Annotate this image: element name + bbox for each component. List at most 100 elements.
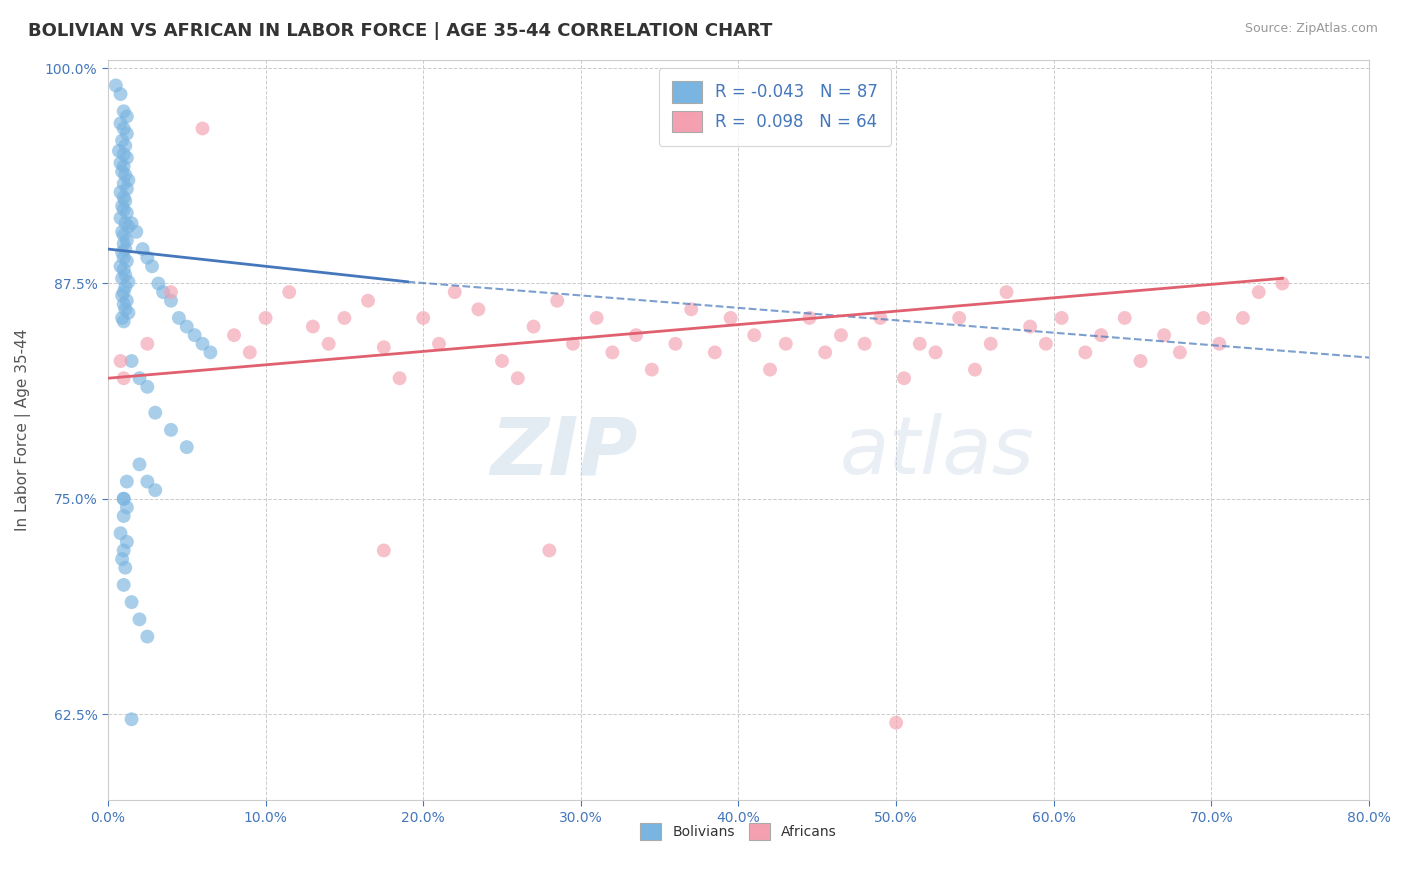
Point	[111, 552, 134, 566]
Point	[222, 328, 245, 343]
Point	[602, 345, 624, 359]
Point	[1247, 285, 1270, 299]
Point	[111, 288, 134, 302]
Point	[1168, 345, 1191, 359]
Point	[160, 285, 183, 299]
Point	[112, 314, 135, 328]
Point	[111, 271, 134, 285]
Point	[412, 310, 434, 325]
Point	[117, 173, 139, 187]
Text: BOLIVIAN VS AFRICAN IN LABOR FORCE | AGE 35-44 CORRELATION CHART: BOLIVIAN VS AFRICAN IN LABOR FORCE | AGE…	[28, 22, 772, 40]
Point	[143, 483, 166, 498]
Point	[112, 190, 135, 204]
Point	[112, 371, 135, 385]
Point	[108, 144, 131, 158]
Point	[254, 310, 277, 325]
Point	[121, 712, 143, 726]
Point	[427, 336, 450, 351]
Point	[112, 147, 135, 161]
Point	[112, 228, 135, 243]
Point	[703, 345, 725, 359]
Point	[115, 293, 138, 308]
Point	[893, 371, 915, 385]
Point	[373, 340, 395, 354]
Point	[814, 345, 837, 359]
Point	[110, 87, 132, 101]
Point	[115, 500, 138, 515]
Point	[128, 612, 150, 626]
Point	[869, 310, 891, 325]
Point	[112, 578, 135, 592]
Point	[114, 280, 136, 294]
Point	[115, 234, 138, 248]
Point	[759, 362, 782, 376]
Point	[128, 371, 150, 385]
Point	[191, 336, 214, 351]
Point	[152, 285, 174, 299]
Point	[963, 362, 986, 376]
Point	[111, 310, 134, 325]
Point	[115, 151, 138, 165]
Point	[924, 345, 946, 359]
Point	[128, 458, 150, 472]
Point	[136, 475, 159, 489]
Point	[112, 491, 135, 506]
Point	[114, 168, 136, 182]
Point	[191, 121, 214, 136]
Point	[114, 560, 136, 574]
Point	[115, 206, 138, 220]
Point	[278, 285, 301, 299]
Point	[373, 543, 395, 558]
Point	[104, 78, 127, 93]
Point	[114, 138, 136, 153]
Point	[1232, 310, 1254, 325]
Point	[136, 630, 159, 644]
Point	[1050, 310, 1073, 325]
Point	[136, 251, 159, 265]
Point	[160, 293, 183, 308]
Point	[141, 260, 163, 274]
Point	[110, 185, 132, 199]
Point	[538, 543, 561, 558]
Point	[111, 199, 134, 213]
Point	[585, 310, 607, 325]
Point	[136, 380, 159, 394]
Point	[995, 285, 1018, 299]
Point	[799, 310, 821, 325]
Point	[1192, 310, 1215, 325]
Point	[167, 310, 190, 325]
Point	[1153, 328, 1175, 343]
Point	[112, 160, 135, 174]
Point	[176, 440, 198, 454]
Point	[112, 285, 135, 299]
Point	[1129, 354, 1152, 368]
Point	[112, 202, 135, 217]
Point	[1090, 328, 1112, 343]
Point	[110, 526, 132, 541]
Point	[176, 319, 198, 334]
Point	[148, 277, 170, 291]
Point	[624, 328, 647, 343]
Point	[1074, 345, 1097, 359]
Point	[121, 216, 143, 230]
Point	[115, 182, 138, 196]
Point	[110, 116, 132, 130]
Point	[948, 310, 970, 325]
Point	[200, 345, 222, 359]
Point	[143, 406, 166, 420]
Point	[641, 362, 664, 376]
Point	[333, 310, 356, 325]
Point	[112, 104, 135, 119]
Point	[388, 371, 411, 385]
Point	[112, 491, 135, 506]
Point	[302, 319, 325, 334]
Point	[115, 110, 138, 124]
Point	[160, 423, 183, 437]
Text: Source: ZipAtlas.com: Source: ZipAtlas.com	[1244, 22, 1378, 36]
Point	[112, 543, 135, 558]
Point	[681, 302, 703, 317]
Y-axis label: In Labor Force | Age 35-44: In Labor Force | Age 35-44	[15, 329, 31, 531]
Point	[853, 336, 876, 351]
Point	[546, 293, 568, 308]
Point	[1035, 336, 1057, 351]
